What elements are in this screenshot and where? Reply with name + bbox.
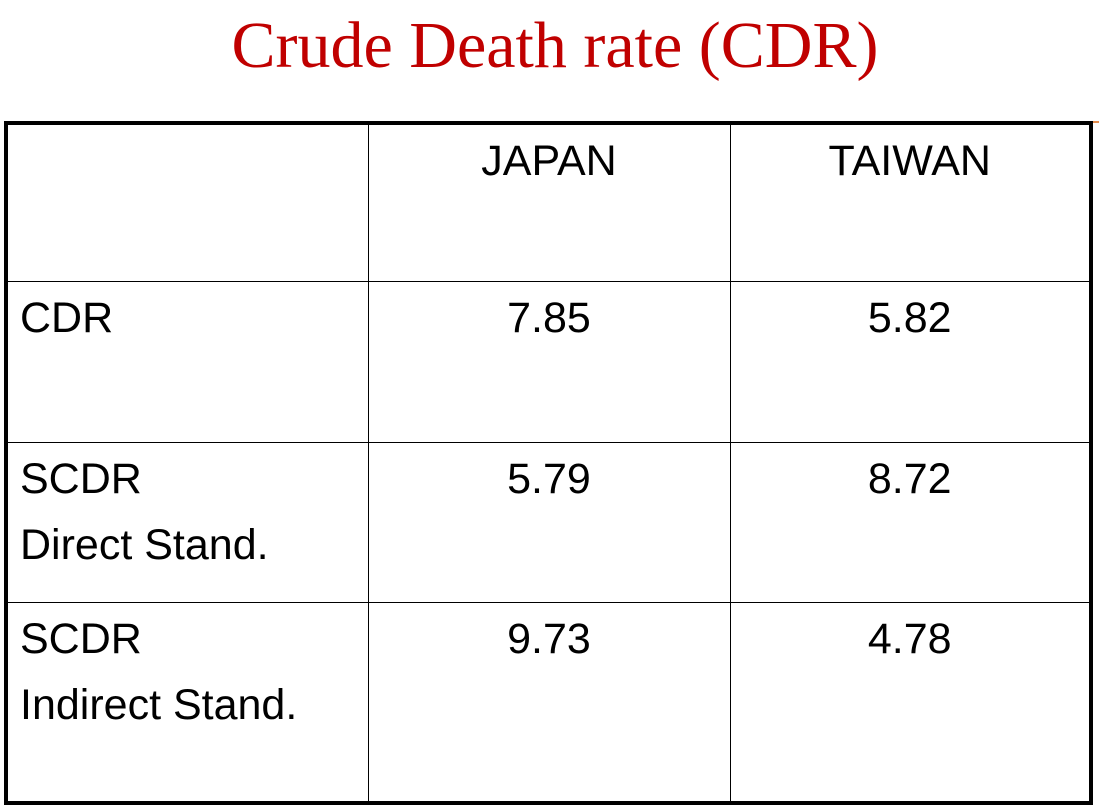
row-label-cdr: CDR	[5, 280, 369, 443]
slide-title: Crude Death rate (CDR)	[231, 9, 879, 82]
row-label-line2: Indirect Stand.	[20, 680, 298, 729]
cell-japan-scdr-direct: 5.79	[367, 441, 731, 603]
row-label-scdr-direct: SCDR Direct Stand.	[5, 441, 369, 603]
cell-taiwan-scdr-indirect: 4.78	[729, 601, 1092, 804]
accent-line	[1091, 121, 1099, 123]
row-label-line1: SCDR	[20, 614, 142, 663]
header-taiwan: TAIWAN	[729, 122, 1092, 282]
cell-taiwan-cdr: 5.82	[729, 280, 1092, 443]
row-label-scdr-indirect: SCDR Indirect Stand.	[5, 601, 369, 804]
table-row: CDR 7.85 5.82	[5, 280, 1092, 443]
row-label-line1: SCDR	[20, 454, 142, 503]
cell-japan-cdr: 7.85	[367, 280, 731, 443]
table-header-row: JAPAN TAIWAN	[5, 122, 1092, 282]
cell-taiwan-scdr-direct: 8.72	[729, 441, 1092, 603]
header-japan: JAPAN	[367, 122, 731, 282]
row-label-line1: CDR	[20, 293, 114, 342]
row-label-line2: Direct Stand.	[20, 520, 269, 569]
header-corner-cell	[5, 122, 369, 282]
table-row: SCDR Indirect Stand. 9.73 4.78	[5, 601, 1092, 804]
cell-japan-scdr-indirect: 9.73	[367, 601, 731, 804]
table-row: SCDR Direct Stand. 5.79 8.72	[5, 441, 1092, 603]
cdr-comparison-table: JAPAN TAIWAN CDR 7.85 5.82 SCDR Direct S…	[4, 121, 1093, 805]
